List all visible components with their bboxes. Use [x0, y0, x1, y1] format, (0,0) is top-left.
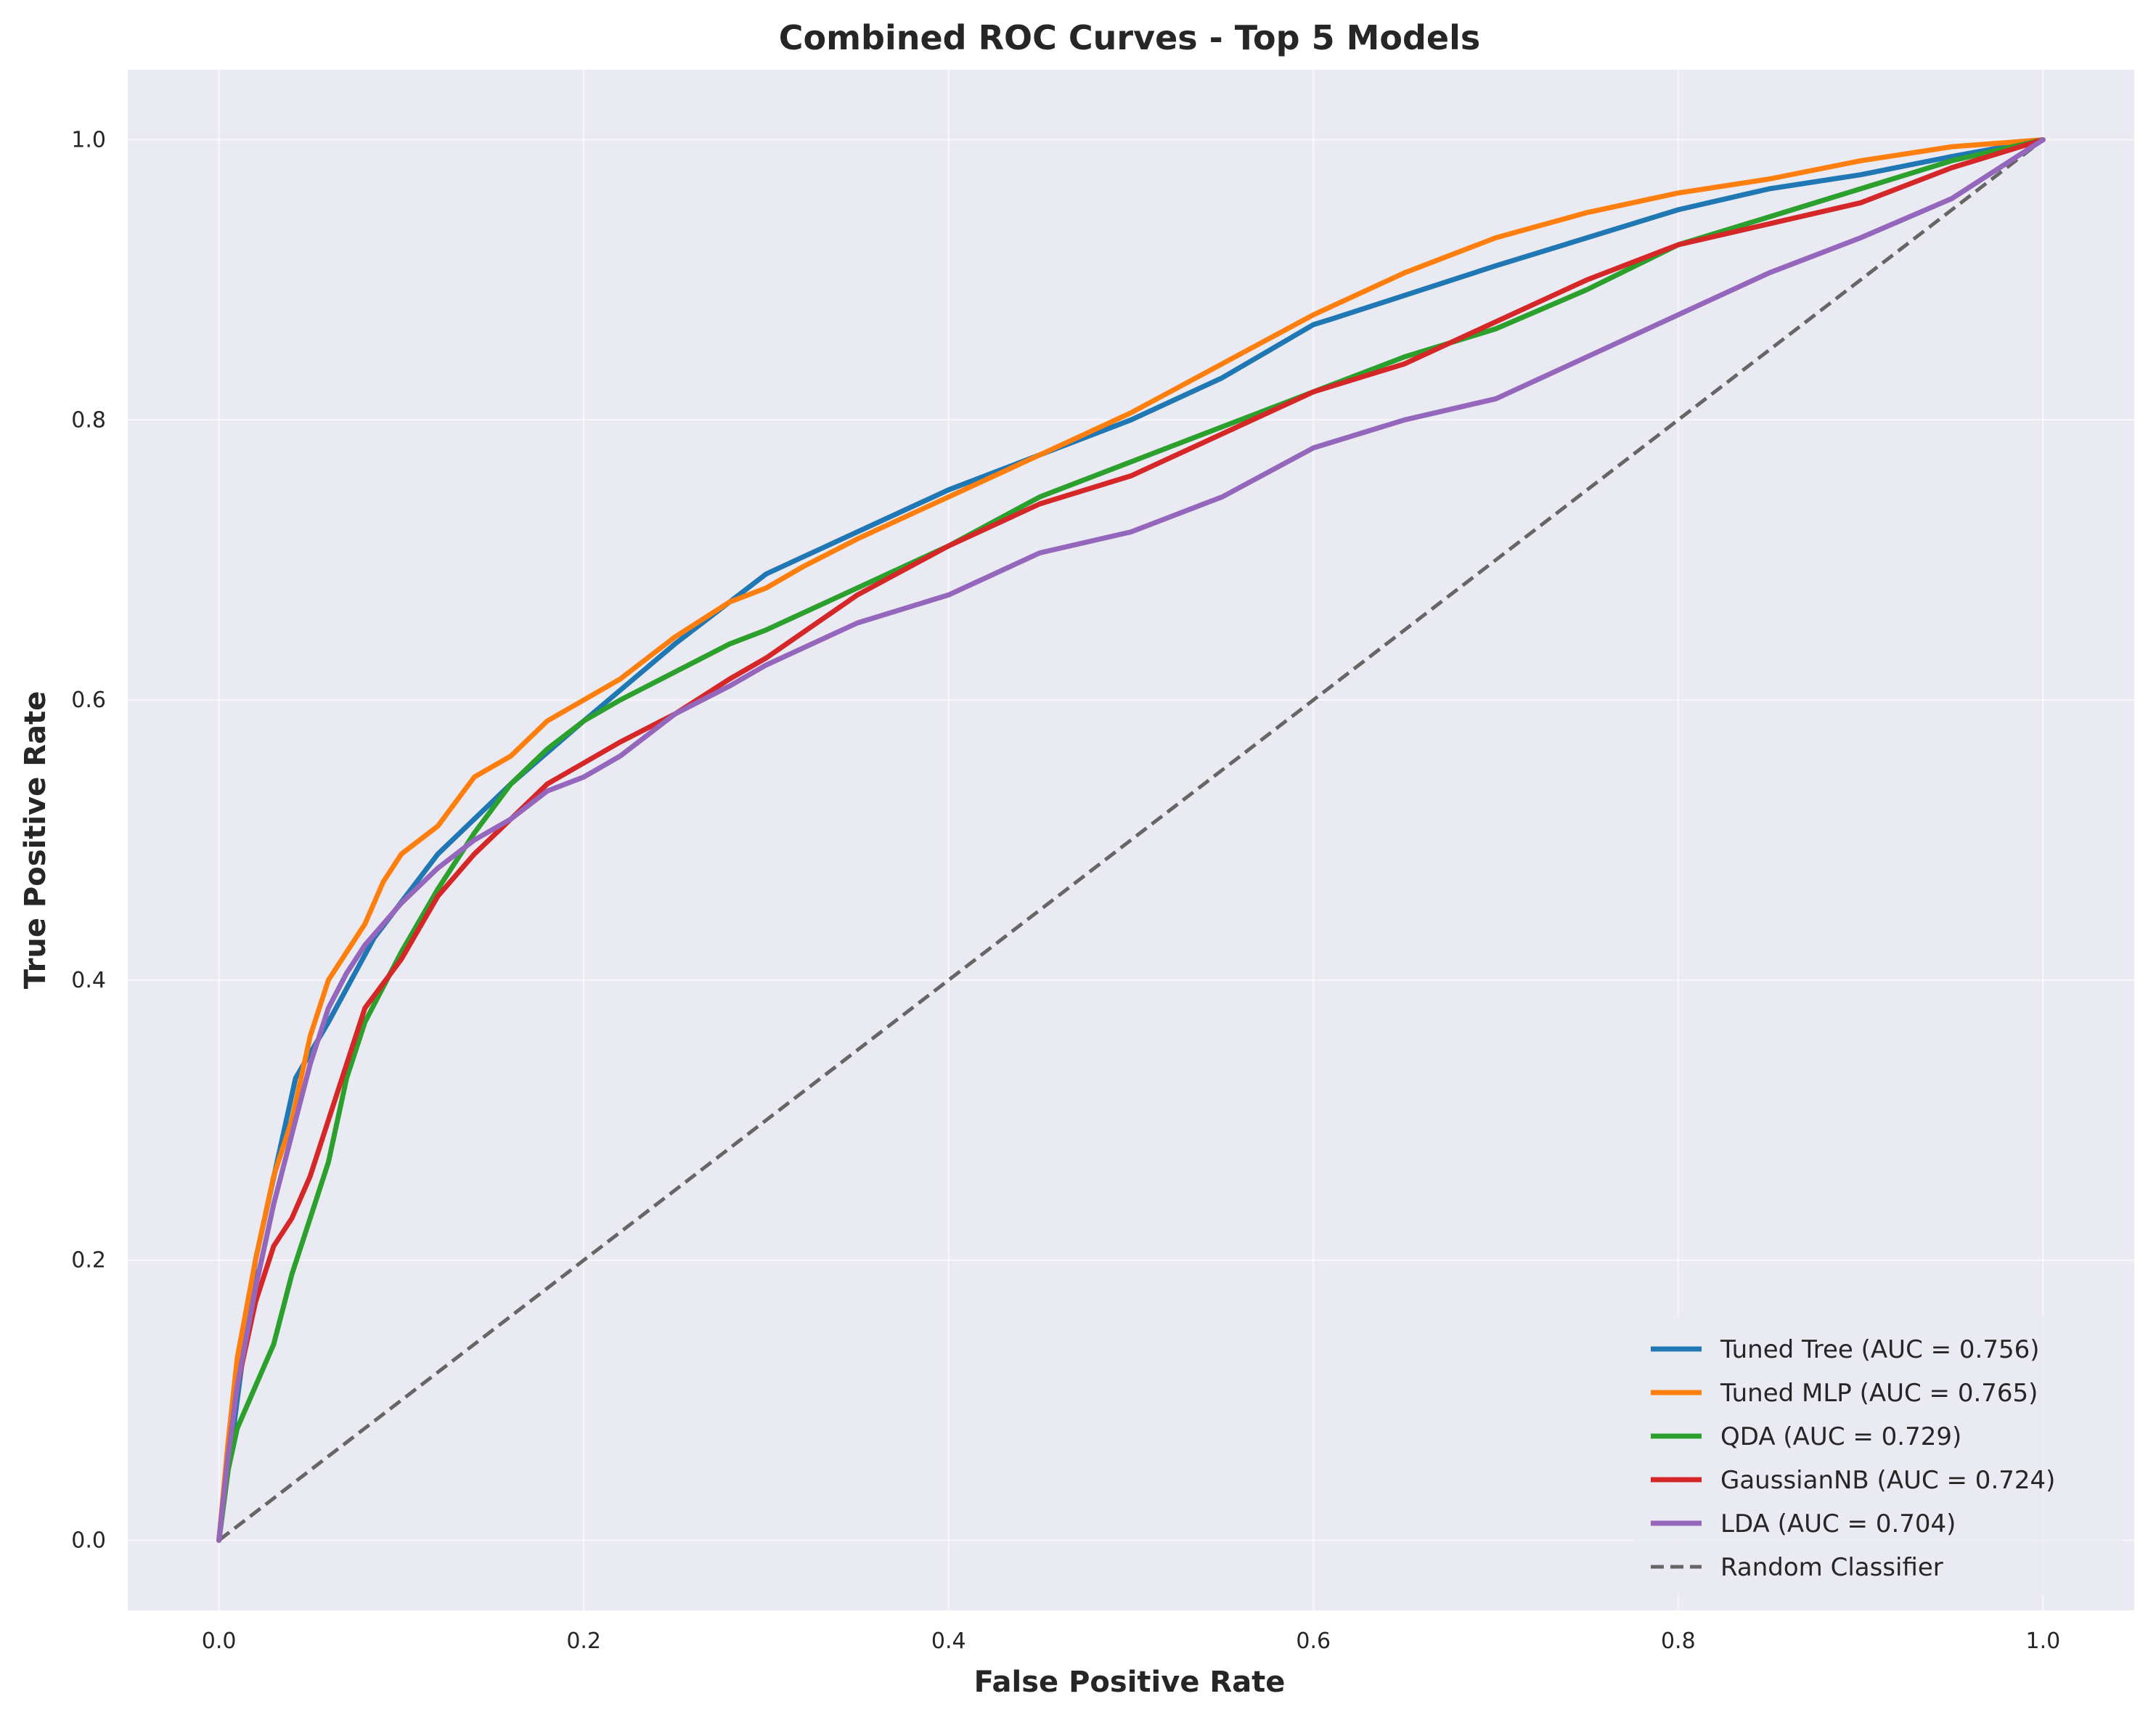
x-tick-label: 0.6 [1296, 1629, 1331, 1654]
legend-label-gaussiannb: GaussianNB (AUC = 0.724) [1720, 1466, 2055, 1495]
legend-frame [1633, 1316, 2121, 1596]
x-tick-label: 0.4 [931, 1629, 966, 1654]
y-tick-label: 0.2 [71, 1248, 106, 1273]
legend: Tuned Tree (AUC = 0.756) Tuned MLP (AUC =… [1633, 1316, 2121, 1596]
y-tick-label: 0.4 [71, 968, 106, 993]
legend-label-qda: QDA (AUC = 0.729) [1720, 1422, 1961, 1451]
legend-label-random-classifier: Random Classifier [1720, 1553, 1943, 1582]
y-tick-label: 1.0 [71, 127, 106, 152]
gaussiannb-curve [216, 137, 2046, 1543]
legend-label-tuned-mlp: Tuned MLP (AUC = 0.765) [1720, 1379, 2038, 1408]
x-tick-label: 0.0 [202, 1629, 237, 1654]
chart-title: Combined ROC Curves - Top 5 Models [779, 18, 1481, 57]
tuned-mlp-curve [216, 137, 2046, 1543]
lda-curve [216, 137, 2046, 1543]
x-axis-label: False Positive Rate [974, 1666, 1286, 1699]
legend-label-lda: LDA (AUC = 0.704) [1720, 1509, 1956, 1538]
tuned-tree-curve [216, 137, 2046, 1543]
y-tick-label: 0.0 [71, 1528, 106, 1554]
y-axis-label: True Positive Rate [19, 691, 52, 989]
legend-label-tuned-tree: Tuned Tree (AUC = 0.756) [1720, 1335, 2040, 1364]
y-tick-labels: 0.0 0.2 0.4 0.6 0.8 1.0 [71, 127, 106, 1553]
y-tick-label: 0.8 [71, 407, 106, 433]
x-tick-labels: 0.0 0.2 0.4 0.6 0.8 1.0 [202, 1629, 2060, 1654]
x-tick-label: 0.8 [1661, 1629, 1696, 1654]
random-classifier-curve [218, 138, 2044, 1542]
x-tick-label: 1.0 [2026, 1629, 2061, 1654]
x-tick-label: 0.2 [566, 1629, 601, 1654]
series-lines [216, 137, 2046, 1543]
y-tick-label: 0.6 [71, 688, 106, 713]
qda-curve [216, 137, 2046, 1543]
